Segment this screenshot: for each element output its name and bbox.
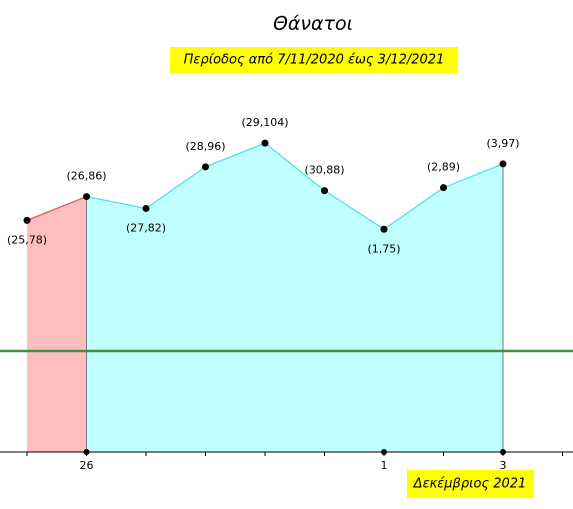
point <box>321 187 328 195</box>
x-tick-label: 26 <box>80 459 94 472</box>
point <box>380 225 388 233</box>
chart-title: Θάνατοι <box>273 13 353 35</box>
x-axis-label: Δεκέμβριος 2021 <box>413 477 527 492</box>
value-label: (25,78) <box>7 233 47 246</box>
value-label: (30,88) <box>304 164 344 177</box>
x-tick-label: 1 <box>381 459 388 472</box>
value-label: (2,89) <box>427 161 460 174</box>
point <box>202 163 209 171</box>
value-label: (28,96) <box>185 140 225 153</box>
subtitle-box <box>170 47 458 73</box>
axis-point <box>500 449 506 455</box>
point <box>23 216 31 224</box>
axis-point <box>83 449 90 455</box>
area <box>86 143 503 452</box>
point <box>83 193 90 201</box>
subtitle: Περίοδος από 7/11/2020 έως 3/12/2021 <box>184 53 445 68</box>
value-label: (26,86) <box>66 170 106 183</box>
x-tick-label: 3 <box>500 459 507 472</box>
area <box>27 196 87 452</box>
point <box>261 139 269 147</box>
value-label: (1,75) <box>367 242 400 255</box>
line <box>26 195 87 221</box>
axis-point <box>381 449 387 455</box>
value-label: (29,104) <box>241 116 288 129</box>
line <box>86 142 504 231</box>
point <box>499 160 507 168</box>
value-label: (27,82) <box>126 221 166 234</box>
x-label-box <box>407 470 534 498</box>
value-label: (3,97) <box>486 137 519 150</box>
point <box>440 184 447 192</box>
point <box>142 204 150 212</box>
